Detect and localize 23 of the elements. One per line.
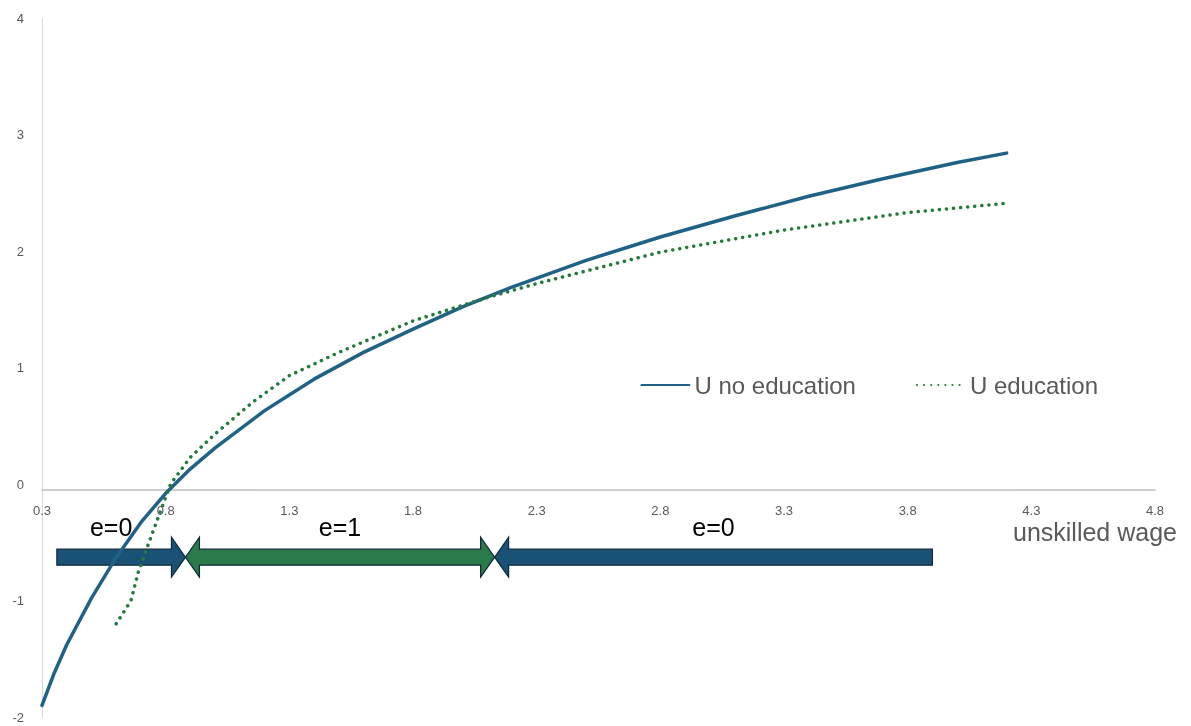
legend-label: U no education <box>694 371 856 399</box>
y-tick-label: 1 <box>16 360 24 375</box>
y-tick-label: 4 <box>16 10 24 26</box>
y-tick-label: -1 <box>12 593 24 608</box>
legend-label: U education <box>969 371 1099 399</box>
y-tick-label: -2 <box>12 709 24 725</box>
x-tick-label: 4.8 <box>1145 503 1165 518</box>
y-tick-label: 3 <box>16 127 24 142</box>
x-tick-label: 2.3 <box>527 503 546 518</box>
y-tick-label: 2 <box>16 243 24 259</box>
x-tick-label: 2.8 <box>651 503 670 518</box>
annotation: e=0 <box>692 513 735 542</box>
x-tick-label: 0.3 <box>32 503 52 518</box>
annotation: e=0 <box>89 513 133 542</box>
x-tick-label: 3.3 <box>774 503 794 518</box>
annotation: e=1 <box>318 513 362 542</box>
x-tick-label: 4.3 <box>1022 503 1041 518</box>
x-tick-label: 1.3 <box>280 503 299 518</box>
x-tick-label: 3.8 <box>898 503 917 518</box>
y-tick-label: 0 <box>16 476 24 492</box>
x-axis-title: unskilled wage <box>1013 518 1177 546</box>
x-tick-label: 1.8 <box>403 503 423 518</box>
x-tick-label: 0.8 <box>156 503 175 518</box>
